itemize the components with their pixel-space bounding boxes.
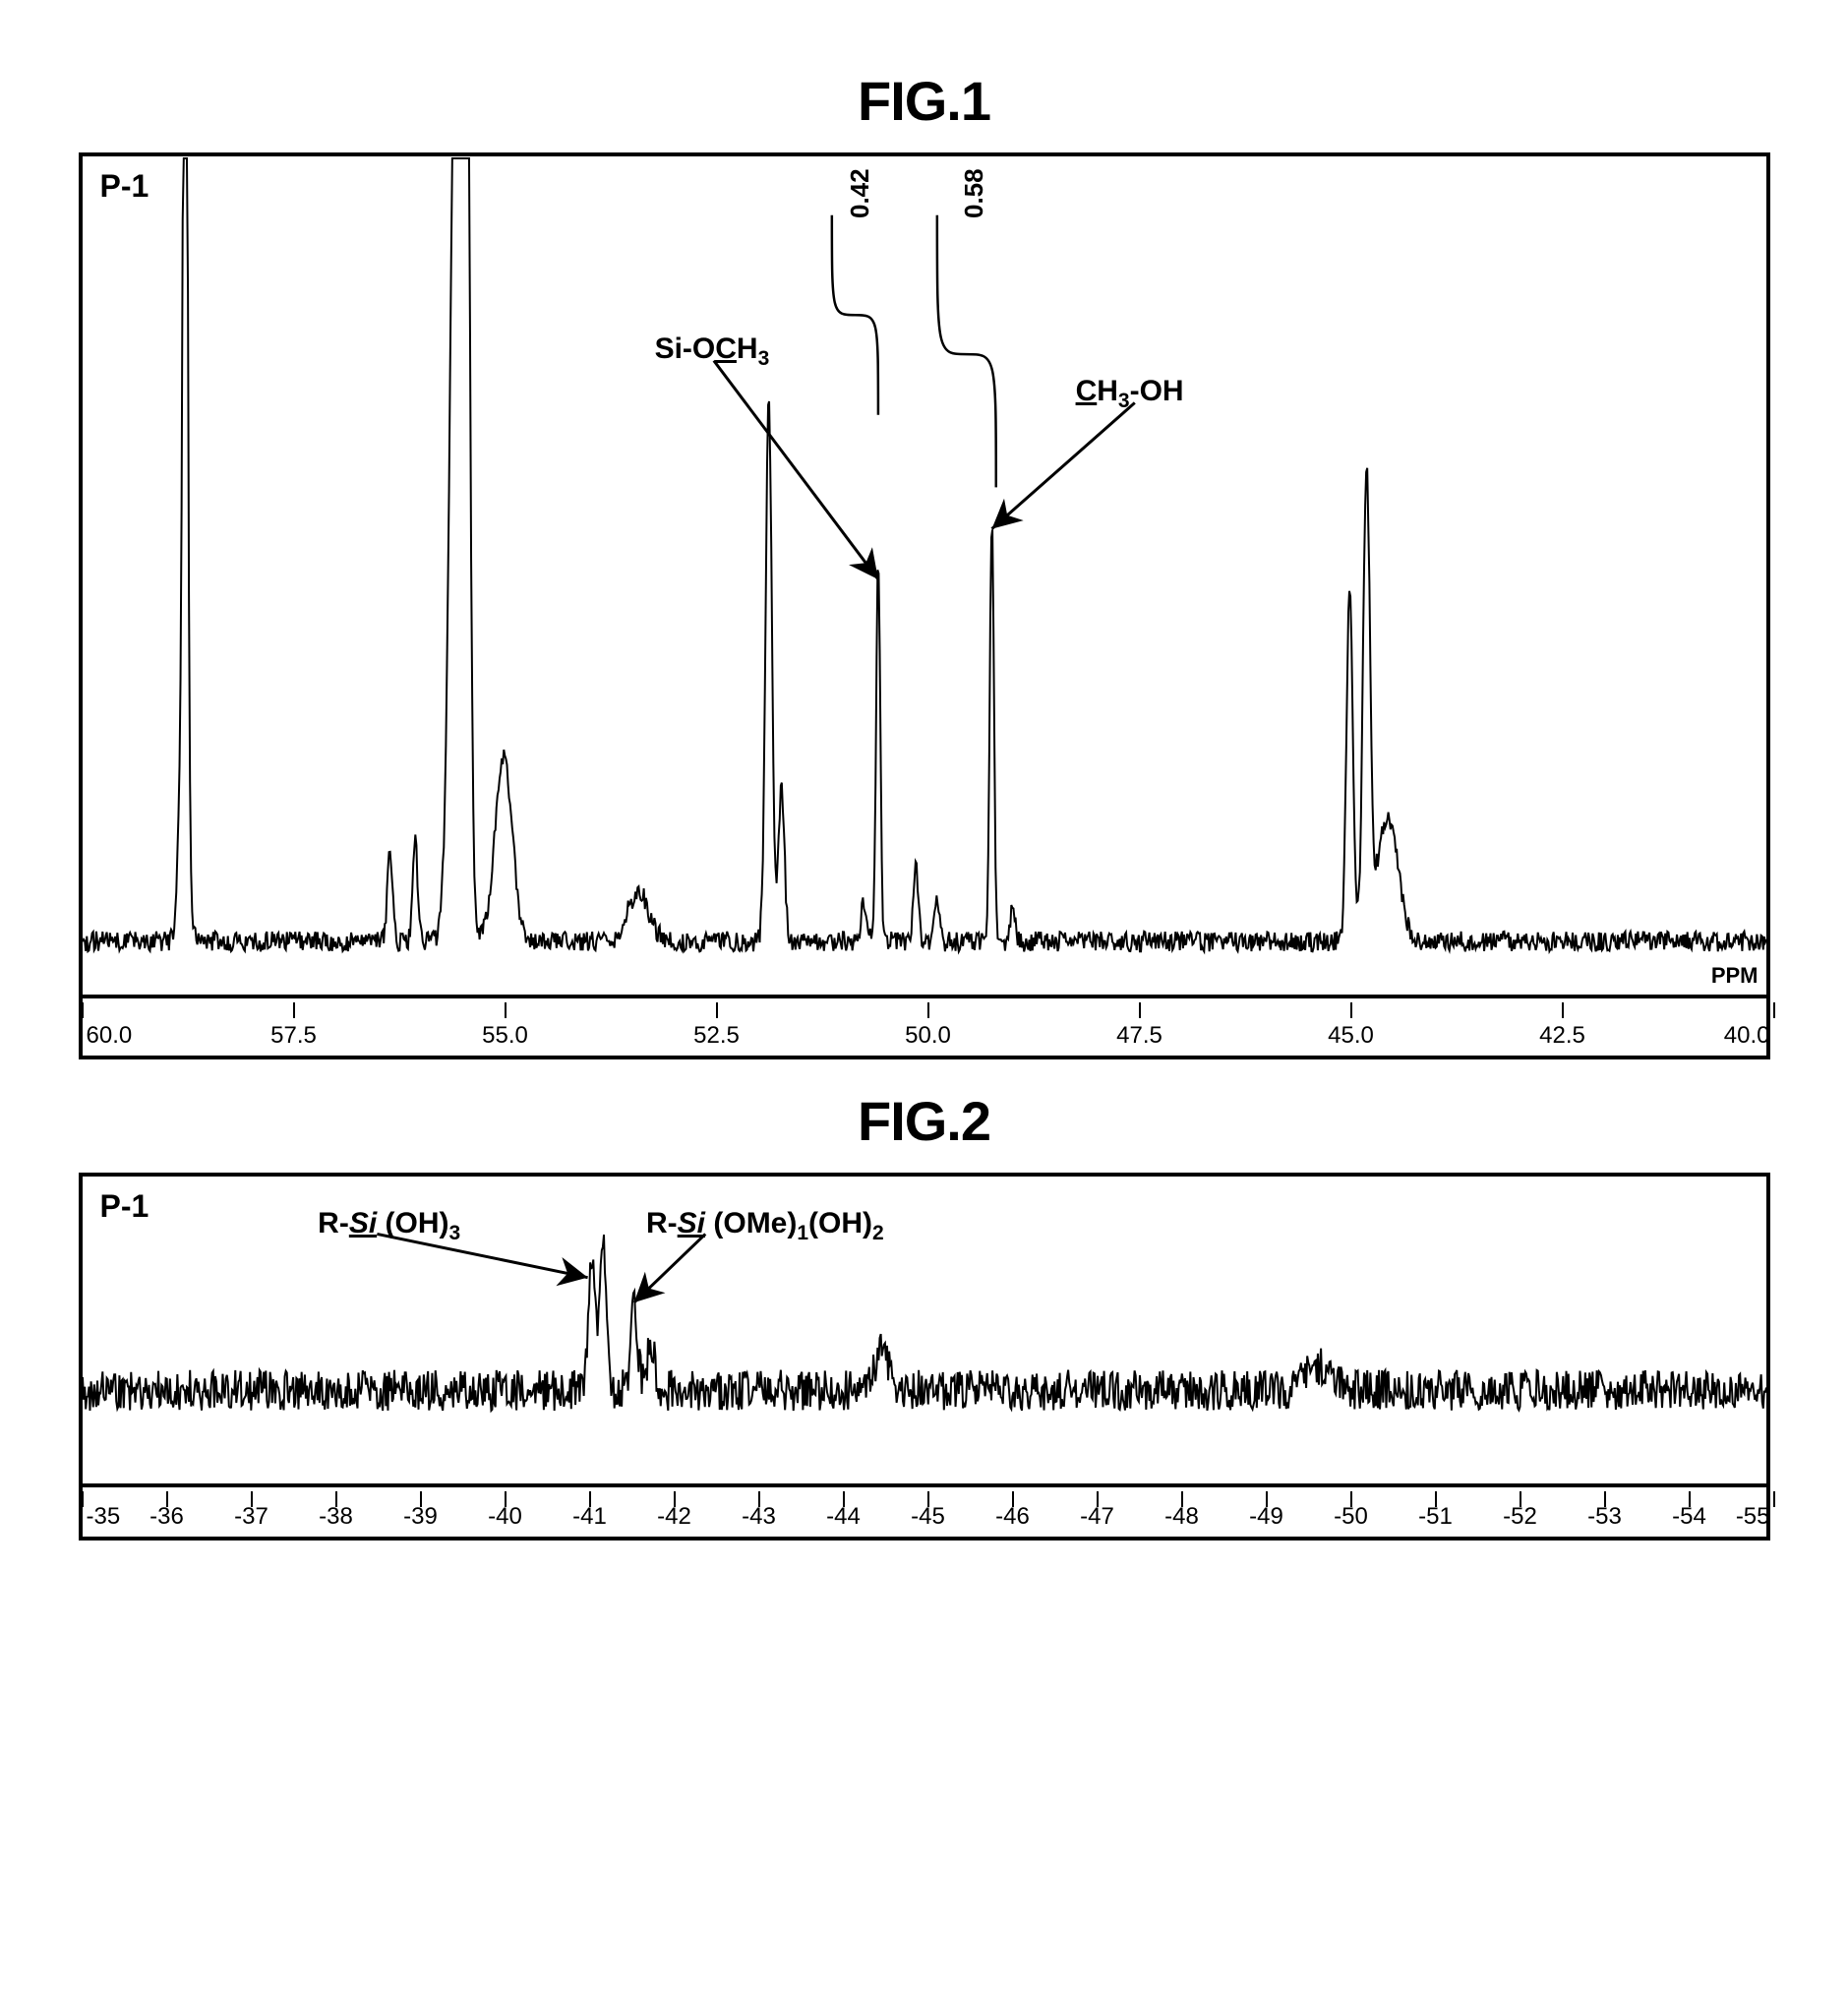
fig2-axis: -35 -36 -37 -38 -39 -40 -41 -42 -43 -44 -45 -46 -47 -…	[79, 1487, 1770, 1541]
fig1-xtick: 47.5	[1116, 1022, 1162, 1050]
fig1-annotation: Si-OCH3	[655, 332, 770, 371]
fig2-xtick: -41	[572, 1503, 607, 1531]
fig1-integ-label: 0.42	[845, 168, 875, 218]
fig1-xtick: 57.5	[270, 1022, 317, 1050]
fig2-xtick: -48	[1164, 1503, 1199, 1531]
fig1-xtick: 45.0	[1328, 1022, 1374, 1050]
fig2-xtick: -38	[319, 1503, 353, 1531]
fig2-annotation: R-Si (OH)3	[318, 1207, 460, 1245]
fig2-xtick: -40	[488, 1503, 522, 1531]
fig2-xtick: -42	[657, 1503, 691, 1531]
fig2-xtick: -46	[995, 1503, 1030, 1531]
fig2-xtick: -45	[911, 1503, 945, 1531]
fig1-integ-label: 0.58	[959, 168, 989, 218]
fig2-xtick: -50	[1334, 1503, 1368, 1531]
fig2-xtick: -37	[234, 1503, 268, 1531]
fig1-panel-label: P-1	[100, 168, 149, 205]
fig2-xtick: -53	[1587, 1503, 1622, 1531]
fig1-chart: P-1 PPM Si-OCH3 CH3-OH 0.42 0.58	[79, 152, 1770, 998]
fig1-xtick: 42.5	[1539, 1022, 1585, 1050]
fig2-xtick: -44	[826, 1503, 861, 1531]
fig2-xtick: -39	[403, 1503, 438, 1531]
fig2-title: FIG.2	[39, 1089, 1809, 1153]
fig1-xtick: 55.0	[482, 1022, 528, 1050]
fig2-xtick: -52	[1503, 1503, 1537, 1531]
fig1-ppm-label: PPM	[1711, 963, 1759, 989]
fig1-xtick: 52.5	[693, 1022, 740, 1050]
fig2-xtick: -55	[1736, 1503, 1770, 1531]
fig2-xtick: -54	[1672, 1503, 1706, 1531]
fig2-xtick: -35	[87, 1503, 121, 1531]
fig1-svg	[83, 156, 1766, 1002]
fig2-chart: P-1 R-Si (OH)3 R-Si (OMe)1(OH)2	[79, 1173, 1770, 1487]
fig1-axis: 60.0 57.5 55.0 52.5 50.0 47.5 45.0 42.5 40.0	[79, 998, 1770, 1059]
fig2-xtick: -47	[1080, 1503, 1114, 1531]
fig1-title: FIG.1	[39, 69, 1809, 133]
fig1-xtick: 40.0	[1724, 1022, 1770, 1050]
fig2-xtick: -51	[1418, 1503, 1453, 1531]
fig1-xtick: 50.0	[905, 1022, 951, 1050]
fig2-xtick: -43	[742, 1503, 776, 1531]
fig1-xtick: 60.0	[87, 1022, 133, 1050]
fig2-xtick: -36	[149, 1503, 184, 1531]
fig1-annotation: CH3-OH	[1076, 375, 1184, 413]
fig2-annotation: R-Si (OMe)1(OH)2	[646, 1207, 884, 1245]
fig2-xtick: -49	[1249, 1503, 1283, 1531]
fig2-panel-label: P-1	[100, 1188, 149, 1225]
